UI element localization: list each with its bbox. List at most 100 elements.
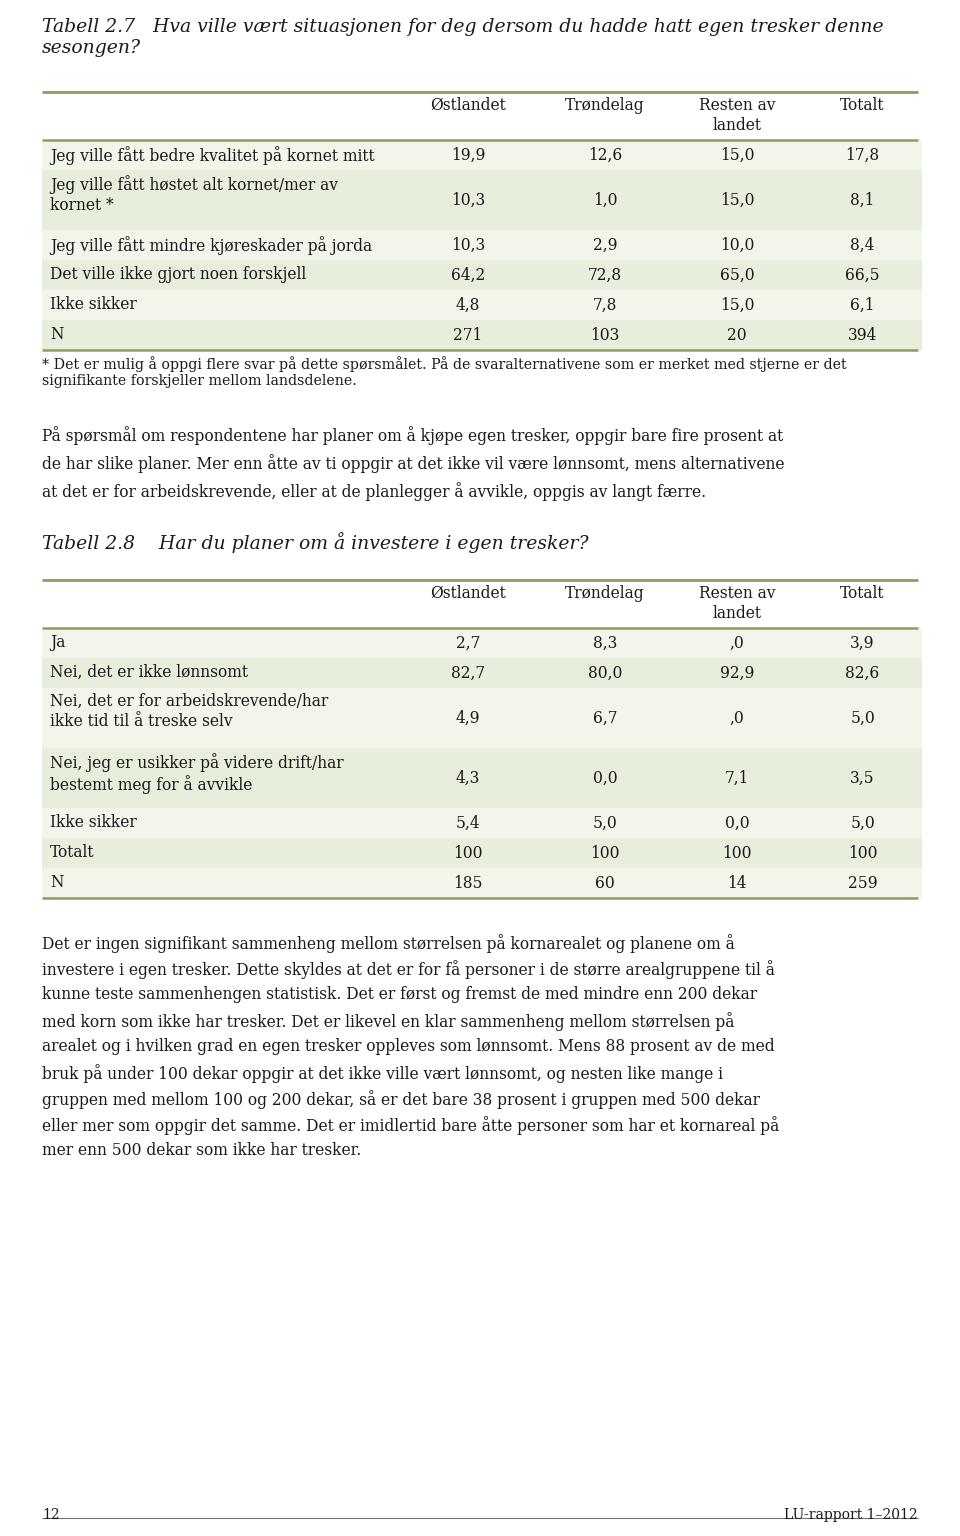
Bar: [42, 657, 922, 688]
Text: N: N: [50, 326, 63, 343]
Bar: [42, 808, 922, 839]
Bar: [42, 319, 922, 350]
Text: 4,3: 4,3: [456, 770, 480, 786]
Text: 8,1: 8,1: [851, 192, 875, 209]
Text: Resten av
landet: Resten av landet: [699, 585, 776, 622]
Text: 15,0: 15,0: [720, 146, 755, 163]
Text: 66,5: 66,5: [845, 267, 879, 284]
Text: Ikke sikker: Ikke sikker: [50, 296, 136, 313]
Text: 10,3: 10,3: [451, 192, 485, 209]
Text: Totalt: Totalt: [840, 585, 885, 602]
Text: ,0: ,0: [730, 710, 744, 727]
Text: 64,2: 64,2: [451, 267, 485, 284]
Text: N: N: [50, 874, 63, 891]
Text: de har slike planer. Mer enn åtte av ti oppgir at det ikke vil være lønnsomt, me: de har slike planer. Mer enn åtte av ti …: [42, 455, 784, 473]
Text: 8,4: 8,4: [851, 237, 875, 253]
Text: 80,0: 80,0: [588, 665, 622, 682]
Text: 0,0: 0,0: [725, 814, 750, 831]
Text: Nei, det er ikke lønnsomt: Nei, det er ikke lønnsomt: [50, 664, 248, 680]
Text: 17,8: 17,8: [846, 146, 879, 163]
Text: 92,9: 92,9: [720, 665, 755, 682]
Text: 20: 20: [727, 327, 747, 344]
Text: Tabell 2.7   Hva ville vært situasjonen for deg dersom du hadde hatt egen treske: Tabell 2.7 Hva ville vært situasjonen fo…: [42, 18, 883, 57]
Text: 394: 394: [848, 327, 877, 344]
Text: Jeg ville fått høstet alt kornet/mer av
kornet *: Jeg ville fått høstet alt kornet/mer av …: [50, 175, 338, 214]
Text: Østlandet: Østlandet: [430, 97, 506, 114]
Text: 12: 12: [42, 1508, 60, 1522]
Text: 5,0: 5,0: [851, 814, 875, 831]
Text: 5,0: 5,0: [592, 814, 617, 831]
Text: Totalt: Totalt: [840, 97, 885, 114]
Text: Østlandet: Østlandet: [430, 585, 506, 602]
Bar: [42, 230, 922, 260]
Text: 103: 103: [590, 327, 620, 344]
Text: 2,7: 2,7: [456, 634, 480, 651]
Bar: [42, 290, 922, 319]
Text: 6,1: 6,1: [851, 296, 875, 313]
Text: eller mer som oppgir det samme. Det er imidlertid bare åtte personer som har et : eller mer som oppgir det samme. Det er i…: [42, 1117, 780, 1135]
Text: 19,9: 19,9: [451, 146, 485, 163]
Text: arealet og i hvilken grad en egen tresker oppleves som lønnsomt. Mens 88 prosent: arealet og i hvilken grad en egen treske…: [42, 1038, 775, 1055]
Text: På spørsmål om respondentene har planer om å kjøpe egen tresker, oppgir bare fir: På spørsmål om respondentene har planer …: [42, 425, 783, 445]
Text: Ikke sikker: Ikke sikker: [50, 814, 136, 831]
Text: Det er ingen signifikant sammenheng mellom størrelsen på kornarealet og planene : Det er ingen signifikant sammenheng mell…: [42, 934, 734, 952]
Text: 1,0: 1,0: [592, 192, 617, 209]
Text: 100: 100: [722, 845, 752, 862]
Text: Jeg ville fått mindre kjøreskader på jorda: Jeg ville fått mindre kjøreskader på jor…: [50, 237, 372, 255]
Text: 6,7: 6,7: [592, 710, 617, 727]
Text: gruppen med mellom 100 og 200 dekar, så er det bare 38 prosent i gruppen med 500: gruppen med mellom 100 og 200 dekar, så …: [42, 1091, 760, 1109]
Text: Trøndelag: Trøndelag: [565, 585, 645, 602]
Text: 259: 259: [848, 874, 877, 891]
Text: Trøndelag: Trøndelag: [565, 97, 645, 114]
Bar: [42, 688, 922, 748]
Text: 5,0: 5,0: [851, 710, 875, 727]
Bar: [42, 748, 922, 808]
Text: 7,1: 7,1: [725, 770, 749, 786]
Text: 0,0: 0,0: [592, 770, 617, 786]
Text: 3,5: 3,5: [851, 770, 875, 786]
Text: 10,0: 10,0: [720, 237, 755, 253]
Text: 3,9: 3,9: [851, 634, 875, 651]
Bar: [42, 260, 922, 290]
Text: 5,4: 5,4: [456, 814, 480, 831]
Text: med korn som ikke har tresker. Det er likevel en klar sammenheng mellom størrels: med korn som ikke har tresker. Det er li…: [42, 1012, 734, 1031]
Bar: [42, 581, 922, 628]
Text: 15,0: 15,0: [720, 296, 755, 313]
Bar: [42, 170, 922, 230]
Text: bruk på under 100 dekar oppgir at det ikke ville vært lønnsomt, og nesten like m: bruk på under 100 dekar oppgir at det ik…: [42, 1064, 723, 1083]
Text: Nei, jeg er usikker på videre drift/har
bestemt meg for å avvikle: Nei, jeg er usikker på videre drift/har …: [50, 753, 344, 794]
Text: 82,6: 82,6: [846, 665, 879, 682]
Text: 12,6: 12,6: [588, 146, 622, 163]
Text: LU-rapport 1–2012: LU-rapport 1–2012: [784, 1508, 918, 1522]
Text: 185: 185: [453, 874, 483, 891]
Bar: [42, 92, 922, 140]
Text: Nei, det er for arbeidskrevende/har
ikke tid til å treske selv: Nei, det er for arbeidskrevende/har ikke…: [50, 693, 328, 730]
Text: 15,0: 15,0: [720, 192, 755, 209]
Text: at det er for arbeidskrevende, eller at de planlegger å avvikle, oppgis av langt: at det er for arbeidskrevende, eller at …: [42, 482, 707, 501]
Text: Det ville ikke gjort noen forskjell: Det ville ikke gjort noen forskjell: [50, 266, 306, 283]
Text: 100: 100: [590, 845, 620, 862]
Text: 60: 60: [595, 874, 614, 891]
Bar: [42, 868, 922, 899]
Text: Totalt: Totalt: [50, 843, 94, 862]
Bar: [42, 628, 922, 657]
Text: 4,8: 4,8: [456, 296, 480, 313]
Text: 10,3: 10,3: [451, 237, 485, 253]
Text: 14: 14: [728, 874, 747, 891]
Text: kunne teste sammenhengen statistisk. Det er først og fremst de med mindre enn 20: kunne teste sammenhengen statistisk. Det…: [42, 986, 757, 1003]
Text: 271: 271: [453, 327, 483, 344]
Text: 82,7: 82,7: [451, 665, 485, 682]
Bar: [42, 140, 922, 170]
Text: 65,0: 65,0: [720, 267, 755, 284]
Text: ,0: ,0: [730, 634, 744, 651]
Text: 100: 100: [453, 845, 483, 862]
Text: Resten av
landet: Resten av landet: [699, 97, 776, 134]
Text: 72,8: 72,8: [588, 267, 622, 284]
Text: mer enn 500 dekar som ikke har tresker.: mer enn 500 dekar som ikke har tresker.: [42, 1141, 361, 1160]
Text: * Det er mulig å oppgi flere svar på dette spørsmålet. På de svaralternativene s: * Det er mulig å oppgi flere svar på det…: [42, 356, 847, 389]
Text: Tabell 2.8    Har du planer om å investere i egen tresker?: Tabell 2.8 Har du planer om å investere …: [42, 531, 588, 553]
Text: 2,9: 2,9: [592, 237, 617, 253]
Text: 4,9: 4,9: [456, 710, 480, 727]
Text: Jeg ville fått bedre kvalitet på kornet mitt: Jeg ville fått bedre kvalitet på kornet …: [50, 146, 374, 164]
Bar: [42, 839, 922, 868]
